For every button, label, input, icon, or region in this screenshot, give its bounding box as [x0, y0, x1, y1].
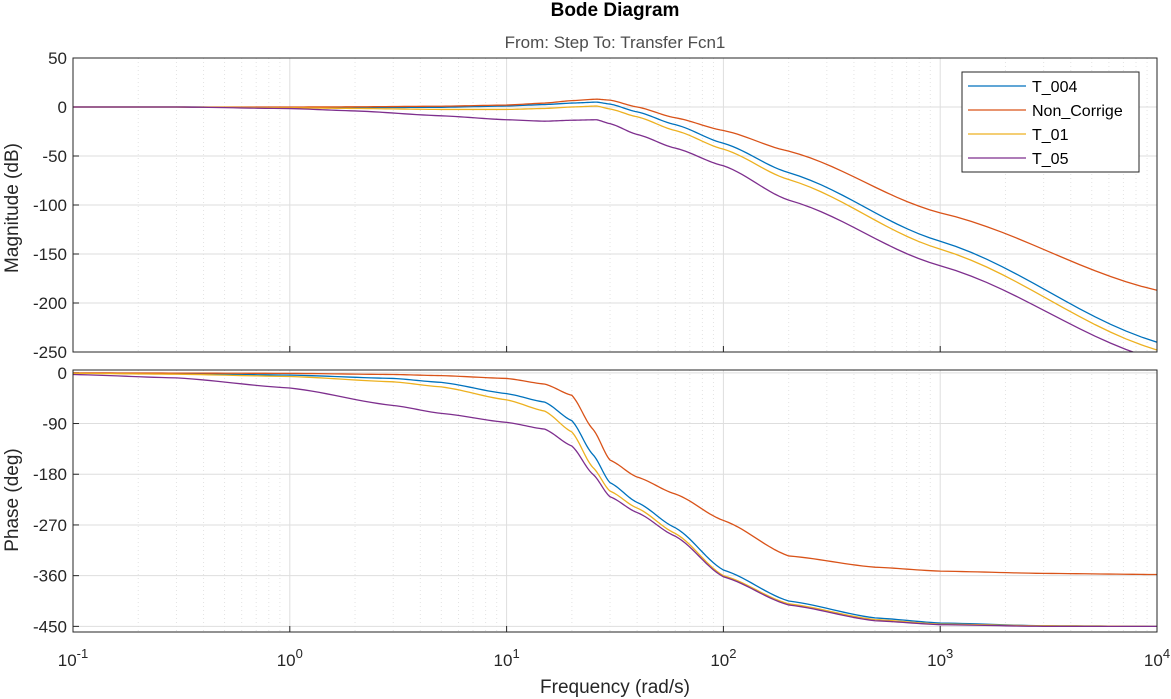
phase-axis-label: Phase (deg): [2, 448, 23, 552]
x-tick-label-exponent: 2: [729, 646, 736, 661]
phase-y-tick-label: 0: [58, 364, 67, 383]
magnitude-y-tick-label: -150: [33, 245, 67, 264]
x-tick-label: 101: [494, 646, 520, 670]
x-tick-label-base: 10: [58, 651, 77, 670]
x-tick-label-base: 10: [494, 651, 513, 670]
phase-y-tick-label: -180: [33, 465, 67, 484]
legend-entry-t-05: T_05: [1032, 151, 1069, 168]
x-tick-label-base: 10: [277, 651, 296, 670]
x-tick-label: 10-1: [58, 646, 88, 670]
x-tick-label-base: 10: [927, 651, 946, 670]
magnitude-series-line-non-corrige: [73, 98, 1157, 291]
x-axis-label: Frequency (rad/s): [540, 677, 690, 698]
x-tick-label-exponent: 0: [296, 646, 303, 661]
magnitude-y-tick-label: -250: [33, 343, 67, 362]
x-tick-label: 102: [710, 646, 736, 670]
phase-series-line-t-01: [73, 372, 1157, 628]
phase-series-line-non-corrige: [73, 372, 1157, 576]
chart-subtitle: From: Step To: Transfer Fcn1: [505, 33, 726, 52]
x-tick-label: 103: [927, 646, 953, 670]
magnitude-axis-label: Magnitude (dB): [2, 143, 23, 273]
magnitude-y-tick-label: 0: [58, 98, 67, 117]
x-tick-label-exponent: -1: [77, 646, 89, 661]
x-tick-label-base: 10: [710, 651, 729, 670]
x-tick-label-exponent: 4: [1163, 646, 1170, 661]
x-tick-label: 100: [277, 646, 303, 670]
phase-y-tick-label: -270: [33, 516, 67, 535]
legend-entry-t-01: T_01: [1032, 127, 1069, 144]
legend-box: [961, 71, 1140, 173]
magnitude-y-tick-label: -50: [42, 147, 67, 166]
x-tick-label-exponent: 3: [946, 646, 953, 661]
magnitude-y-tick-label: 50: [48, 49, 67, 68]
phase-panel: 0 -90 -180 -270 -360 -450: [33, 364, 1158, 636]
phase-axes-frame: [72, 369, 1158, 633]
legend-entry-t-004: T_004: [1032, 79, 1077, 96]
phase-y-tick-label: -450: [33, 617, 67, 636]
magnitude-series-line-t-01: [73, 105, 1157, 351]
magnitude-y-tick-label: -200: [33, 294, 67, 313]
magnitude-series-line-t-05: [73, 106, 1135, 352]
phase-series-line-t-004: [73, 372, 1157, 628]
chart-title: Bode Diagram: [551, 0, 680, 21]
phase-y-tick-label: -360: [33, 567, 67, 586]
x-tick-label-exponent: 1: [512, 646, 519, 661]
legend: T_004 Non_Corrige T_01 T_05: [961, 71, 1140, 173]
phase-series-line-t-05: [73, 373, 1157, 628]
phase-y-tick-label: -90: [42, 415, 67, 434]
magnitude-y-tick-label: -100: [33, 196, 67, 215]
x-tick-label: 104: [1144, 646, 1170, 670]
x-tick-label-base: 10: [1144, 651, 1163, 670]
phase-plot-area: [73, 370, 1157, 632]
legend-entry-non-corrige: Non_Corrige: [1032, 103, 1123, 120]
magnitude-axes-frame: [72, 57, 1158, 353]
